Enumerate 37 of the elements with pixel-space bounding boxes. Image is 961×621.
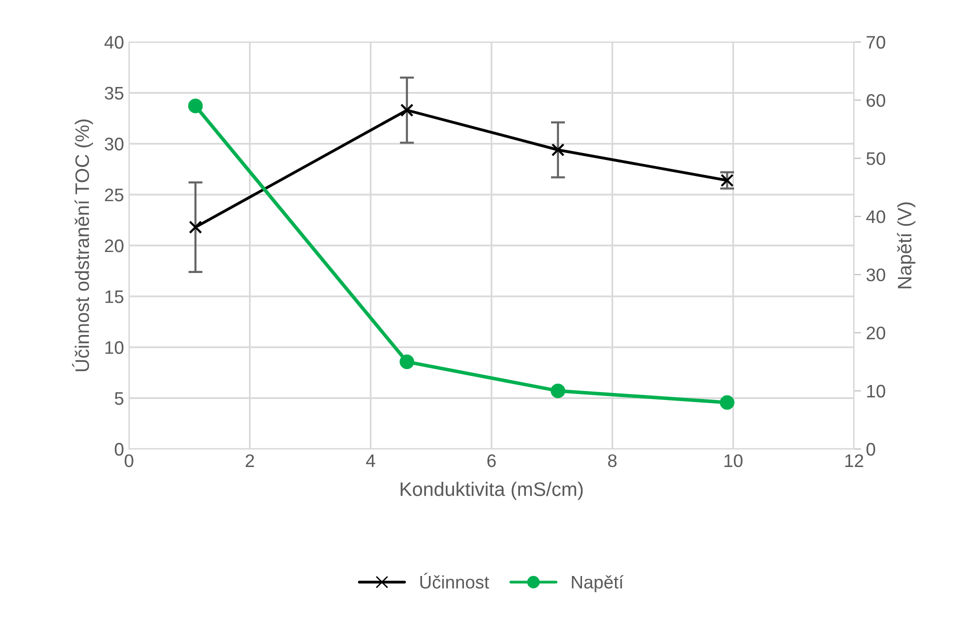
point	[188, 98, 203, 114]
y2-tick-label: 0	[866, 442, 876, 456]
y-tick-label: 40	[104, 36, 124, 49]
y-tick-label: 0	[114, 442, 124, 456]
x-tick-label: 0	[124, 454, 134, 468]
y2-tick-label: 50	[866, 152, 886, 166]
x-tick-label: 6	[487, 454, 496, 468]
y-axis-title: Účinnost odstranění TOC (%)	[72, 120, 93, 372]
point	[400, 104, 414, 117]
y-tick-label: 5	[114, 392, 124, 405]
point	[720, 174, 734, 187]
point	[400, 354, 414, 370]
y2-tick-label: 60	[866, 94, 886, 107]
x-tick-label: 10	[724, 454, 743, 468]
y2-tick-label: 30	[866, 268, 886, 282]
y-tick-label: 20	[104, 239, 124, 252]
x-tick-label: 8	[608, 454, 617, 468]
x-axis-title: Konduktivita (mS/cm)	[400, 482, 583, 500]
point	[551, 143, 565, 156]
y2-tick-label: 20	[866, 326, 886, 340]
legend-label: Účinnost	[420, 572, 490, 589]
y2-axis-title: Napětí (V)	[897, 202, 916, 288]
y-tick-label: 10	[105, 341, 124, 354]
y2-tick-label: 40	[866, 210, 886, 224]
legend-label: Napětí	[572, 575, 624, 592]
y2-tick-label: 10	[867, 384, 886, 398]
point	[188, 220, 202, 234]
y-tick-label: 35	[104, 86, 124, 100]
x-tick-label: 2	[246, 454, 254, 467]
y-tick-label: 25	[104, 188, 124, 202]
y-tick-label: 15	[105, 290, 124, 304]
y2-tick-label: 70	[866, 36, 886, 49]
x-tick-label: 4	[366, 454, 376, 467]
point	[720, 395, 734, 410]
y-tick-label: 30	[104, 138, 124, 150]
point	[550, 384, 566, 398]
x-tick-label: 12	[845, 454, 864, 467]
